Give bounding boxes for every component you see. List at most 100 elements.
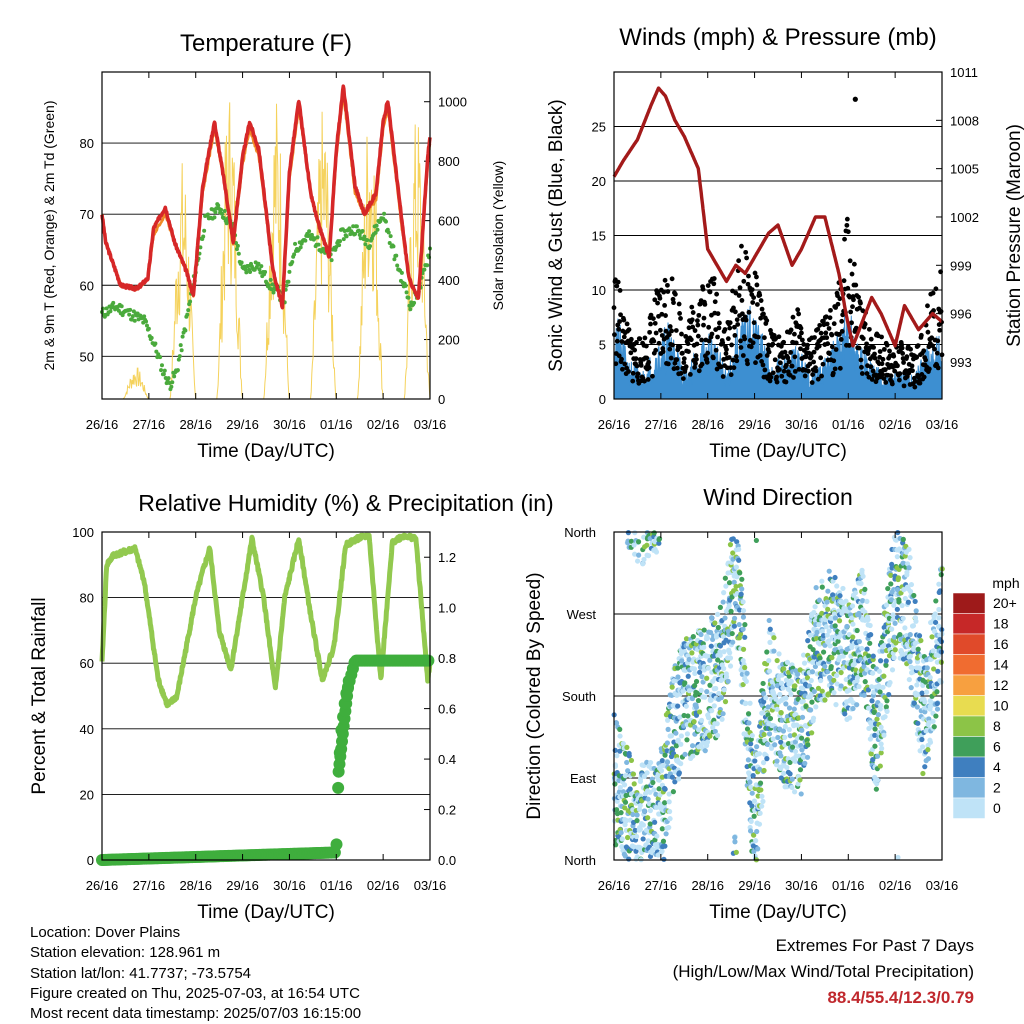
wind-direction-point [832,574,838,581]
wind-direction-point [659,848,665,854]
gust-point [826,326,832,331]
dewpoint-point [298,245,303,250]
wind-direction-point [645,553,652,559]
dewpoint-point [334,244,339,249]
x-tick-label: 30/16 [273,878,306,893]
gust-point [895,363,900,369]
gust-point [760,362,766,368]
wind-direction-point [778,753,784,759]
gust-point [723,351,729,356]
wind-direction-point [869,698,875,704]
wind-direction-point [764,649,770,655]
gust-point [776,334,782,340]
wind-direction-point [622,853,628,859]
wind-direction-point [912,598,918,605]
gust-point [836,331,842,337]
gust-point [621,334,627,340]
y2-tick-label: 1000 [438,95,467,110]
gust-point [739,311,745,317]
wind-direction-point [888,581,894,587]
wind-direction-point [870,653,876,659]
wind-direction-point [662,800,668,806]
dewpoint-point [365,238,370,243]
wind-direction-point [678,761,684,767]
gust-point [718,364,724,370]
panel-4-frame [613,531,943,861]
legend-label: 14 [993,657,1009,673]
y2-tick-label: 1011 [950,65,978,80]
wind-direction-point [828,663,834,670]
wind-direction-point [704,689,710,695]
wind-direction-point [730,536,736,542]
gust-point [931,308,936,313]
gust-point [937,327,943,333]
wind-direction-point [740,599,746,605]
wind-direction-point [894,554,900,560]
wind-direction-point [663,831,669,837]
gust-point [779,373,785,379]
wind-direction-point [721,687,727,693]
x-tick-label: 27/16 [133,417,166,432]
gust-point [713,347,719,353]
wind-direction-point [870,757,876,763]
legend-label: 12 [993,677,1009,693]
wind-direction-point [781,666,787,672]
wind-direction-point [805,742,811,748]
y-tick-label: 60 [80,278,94,293]
dewpoint-point [234,247,239,252]
dewpoint-point [205,212,210,217]
wind-direction-point [751,798,758,804]
wind-direction-point [686,656,692,663]
gust-point [872,355,878,361]
wind-direction-point [881,642,888,648]
y-tick-label: 40 [80,722,94,737]
gust-point [696,368,702,374]
dewpoint-point [119,304,124,309]
gust-point [891,353,897,359]
wind-direction-point [891,634,897,640]
wind-direction-point [938,572,944,578]
wind-direction-point [930,648,936,654]
x-tick-label: 02/16 [367,417,400,432]
legend-label: 4 [993,759,1001,775]
wind-direction-point [800,652,807,658]
wind-direction-point [886,691,892,698]
wind-direction-point [859,645,865,652]
gust-point [762,335,767,341]
gust-point [851,261,857,267]
gust-point [818,355,824,361]
solar-insolation-line [122,367,150,400]
wind-direction-point [934,689,940,695]
gust-point [734,317,740,323]
x-tick-label: 27/16 [645,878,678,893]
solar-insolation-line [310,111,337,400]
wind-direction-point [689,650,695,656]
wind-direction-point [698,687,704,693]
wind-direction-point [915,720,921,726]
wind-direction-point [659,758,665,764]
dewpoint-point [375,227,380,232]
wind-direction-point [826,638,832,644]
gust-point [909,363,915,369]
wind-direction-point [811,688,817,695]
gust-point [910,368,915,374]
gust-point [715,311,721,317]
wind-direction-point [698,631,704,638]
wind-direction-point [641,773,648,779]
wind-direction-point [767,715,774,722]
wind-direction-point [936,581,942,587]
dewpoint-point [307,229,312,234]
wind-direction-point [640,561,646,567]
gust-point [831,358,837,364]
dewpoint-point [248,270,253,275]
x-tick-label: 28/16 [179,878,212,893]
gust-point [819,373,824,379]
gust-point [655,300,660,306]
wind-direction-point [831,690,837,696]
wind-direction-point [704,739,711,745]
wind-direction-point [891,602,897,608]
gust-point [770,341,776,347]
gust-point [753,360,758,366]
gust-point [798,325,804,331]
wind-direction-point [829,655,835,661]
